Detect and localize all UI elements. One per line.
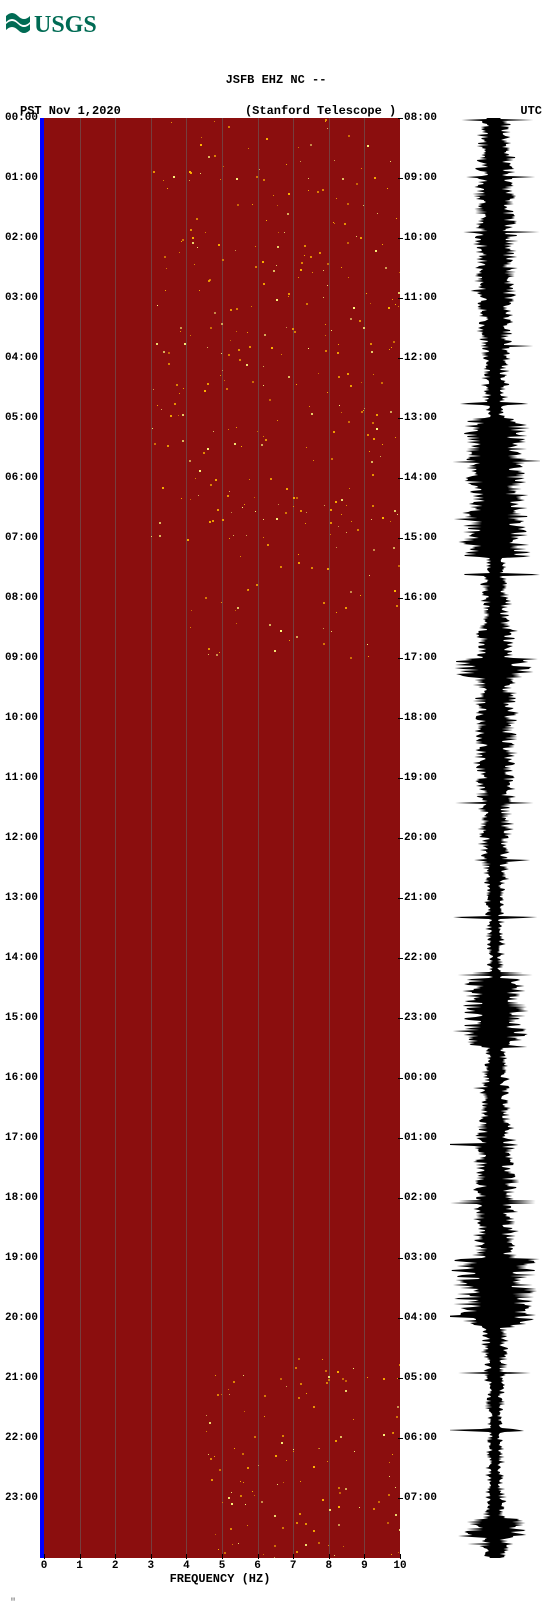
left-tick: 13:00 (5, 892, 38, 904)
x-tick: 4 (183, 1560, 190, 1572)
logo-text: USGS (34, 12, 97, 38)
right-tick: 01:00 (404, 1132, 437, 1144)
chart-title: JSFB EHZ NC -- (0, 44, 552, 102)
x-axis-label: FREQUENCY (HZ) (40, 1572, 400, 1586)
x-tick: 3 (147, 1560, 154, 1572)
left-tick: 17:00 (5, 1132, 38, 1144)
left-tick: 10:00 (5, 712, 38, 724)
left-tick: 11:00 (5, 772, 38, 784)
right-tick: 20:00 (404, 832, 437, 844)
x-tick: 1 (76, 1560, 83, 1572)
right-tick: 19:00 (404, 772, 437, 784)
left-tick: 08:00 (5, 592, 38, 604)
left-tick: 22:00 (5, 1432, 38, 1444)
left-tick: 20:00 (5, 1312, 38, 1324)
right-tick: 15:00 (404, 532, 437, 544)
right-tick: 09:00 (404, 172, 437, 184)
x-tick: 6 (254, 1560, 261, 1572)
header-row: PST Nov 1,2020 (Stanford Telescope ) UTC (0, 104, 552, 118)
right-tick: 07:00 (404, 1492, 437, 1504)
frequency-axis: FREQUENCY (HZ) 012345678910 (40, 1558, 400, 1588)
right-tick: 13:00 (404, 412, 437, 424)
x-tick: 9 (361, 1560, 368, 1572)
right-tick: 05:00 (404, 1372, 437, 1384)
left-tick: 19:00 (5, 1252, 38, 1264)
x-tick: 0 (41, 1560, 48, 1572)
spectrogram-canvas (44, 118, 400, 1558)
seismogram-trace (450, 118, 540, 1558)
left-tick: 00:00 (5, 112, 38, 124)
left-tick: 07:00 (5, 532, 38, 544)
right-tick: 17:00 (404, 652, 437, 664)
plot-area: 00:00 01:00 02:00 03:00 04:00 05:00 06:00 07:00… (0, 118, 552, 1558)
left-tick: 23:00 (5, 1492, 38, 1504)
left-tick: 16:00 (5, 1072, 38, 1084)
right-tick: 22:00 (404, 952, 437, 964)
right-tick: 18:00 (404, 712, 437, 724)
right-tz-label: UTC (520, 104, 542, 118)
usgs-logo-icon: USGS (6, 8, 104, 40)
right-tick: 14:00 (404, 472, 437, 484)
spectrogram-plot: FREQUENCY (HZ) 012345678910 (40, 118, 400, 1558)
left-tick: 03:00 (5, 292, 38, 304)
right-tick: 10:00 (404, 232, 437, 244)
left-tick: 02:00 (5, 232, 38, 244)
left-tick: 15:00 (5, 1012, 38, 1024)
left-time-axis: 00:0001:0002:0003:0004:0005:0006:0007:00… (0, 118, 40, 1558)
right-time-axis: 08:0009:0010:0011:0012:0013:0014:0015:00… (400, 118, 450, 1558)
right-tick: 04:00 (404, 1312, 437, 1324)
right-tick: 02:00 (404, 1192, 437, 1204)
left-tick: 18:00 (5, 1192, 38, 1204)
right-tick: 16:00 (404, 592, 437, 604)
title-line-1: JSFB EHZ NC -- (0, 73, 552, 87)
seismogram-svg (450, 118, 540, 1558)
right-tick: 00:00 (404, 1072, 437, 1084)
left-tick: 12:00 (5, 832, 38, 844)
left-tick: 14:00 (5, 952, 38, 964)
x-tick: 8 (325, 1560, 332, 1572)
left-tick: 09:00 (5, 652, 38, 664)
right-tick: 21:00 (404, 892, 437, 904)
x-tick: 10 (393, 1560, 406, 1572)
left-tick: 06:00 (5, 472, 38, 484)
right-tick: 06:00 (404, 1432, 437, 1444)
left-tick: 04:00 (5, 352, 38, 364)
title-line-2: (Stanford Telescope ) (245, 104, 396, 118)
left-tick: 21:00 (5, 1372, 38, 1384)
left-tick: 05:00 (5, 412, 38, 424)
right-tick: 08:00 (404, 112, 437, 124)
right-tick: 23:00 (404, 1012, 437, 1024)
x-tick: 7 (290, 1560, 297, 1572)
right-tick: 03:00 (404, 1252, 437, 1264)
left-tick: 01:00 (5, 172, 38, 184)
usgs-logo: USGS (0, 0, 552, 40)
x-tick: 2 (112, 1560, 119, 1572)
right-tick: 12:00 (404, 352, 437, 364)
x-tick: 5 (219, 1560, 226, 1572)
right-tick: 11:00 (404, 292, 437, 304)
